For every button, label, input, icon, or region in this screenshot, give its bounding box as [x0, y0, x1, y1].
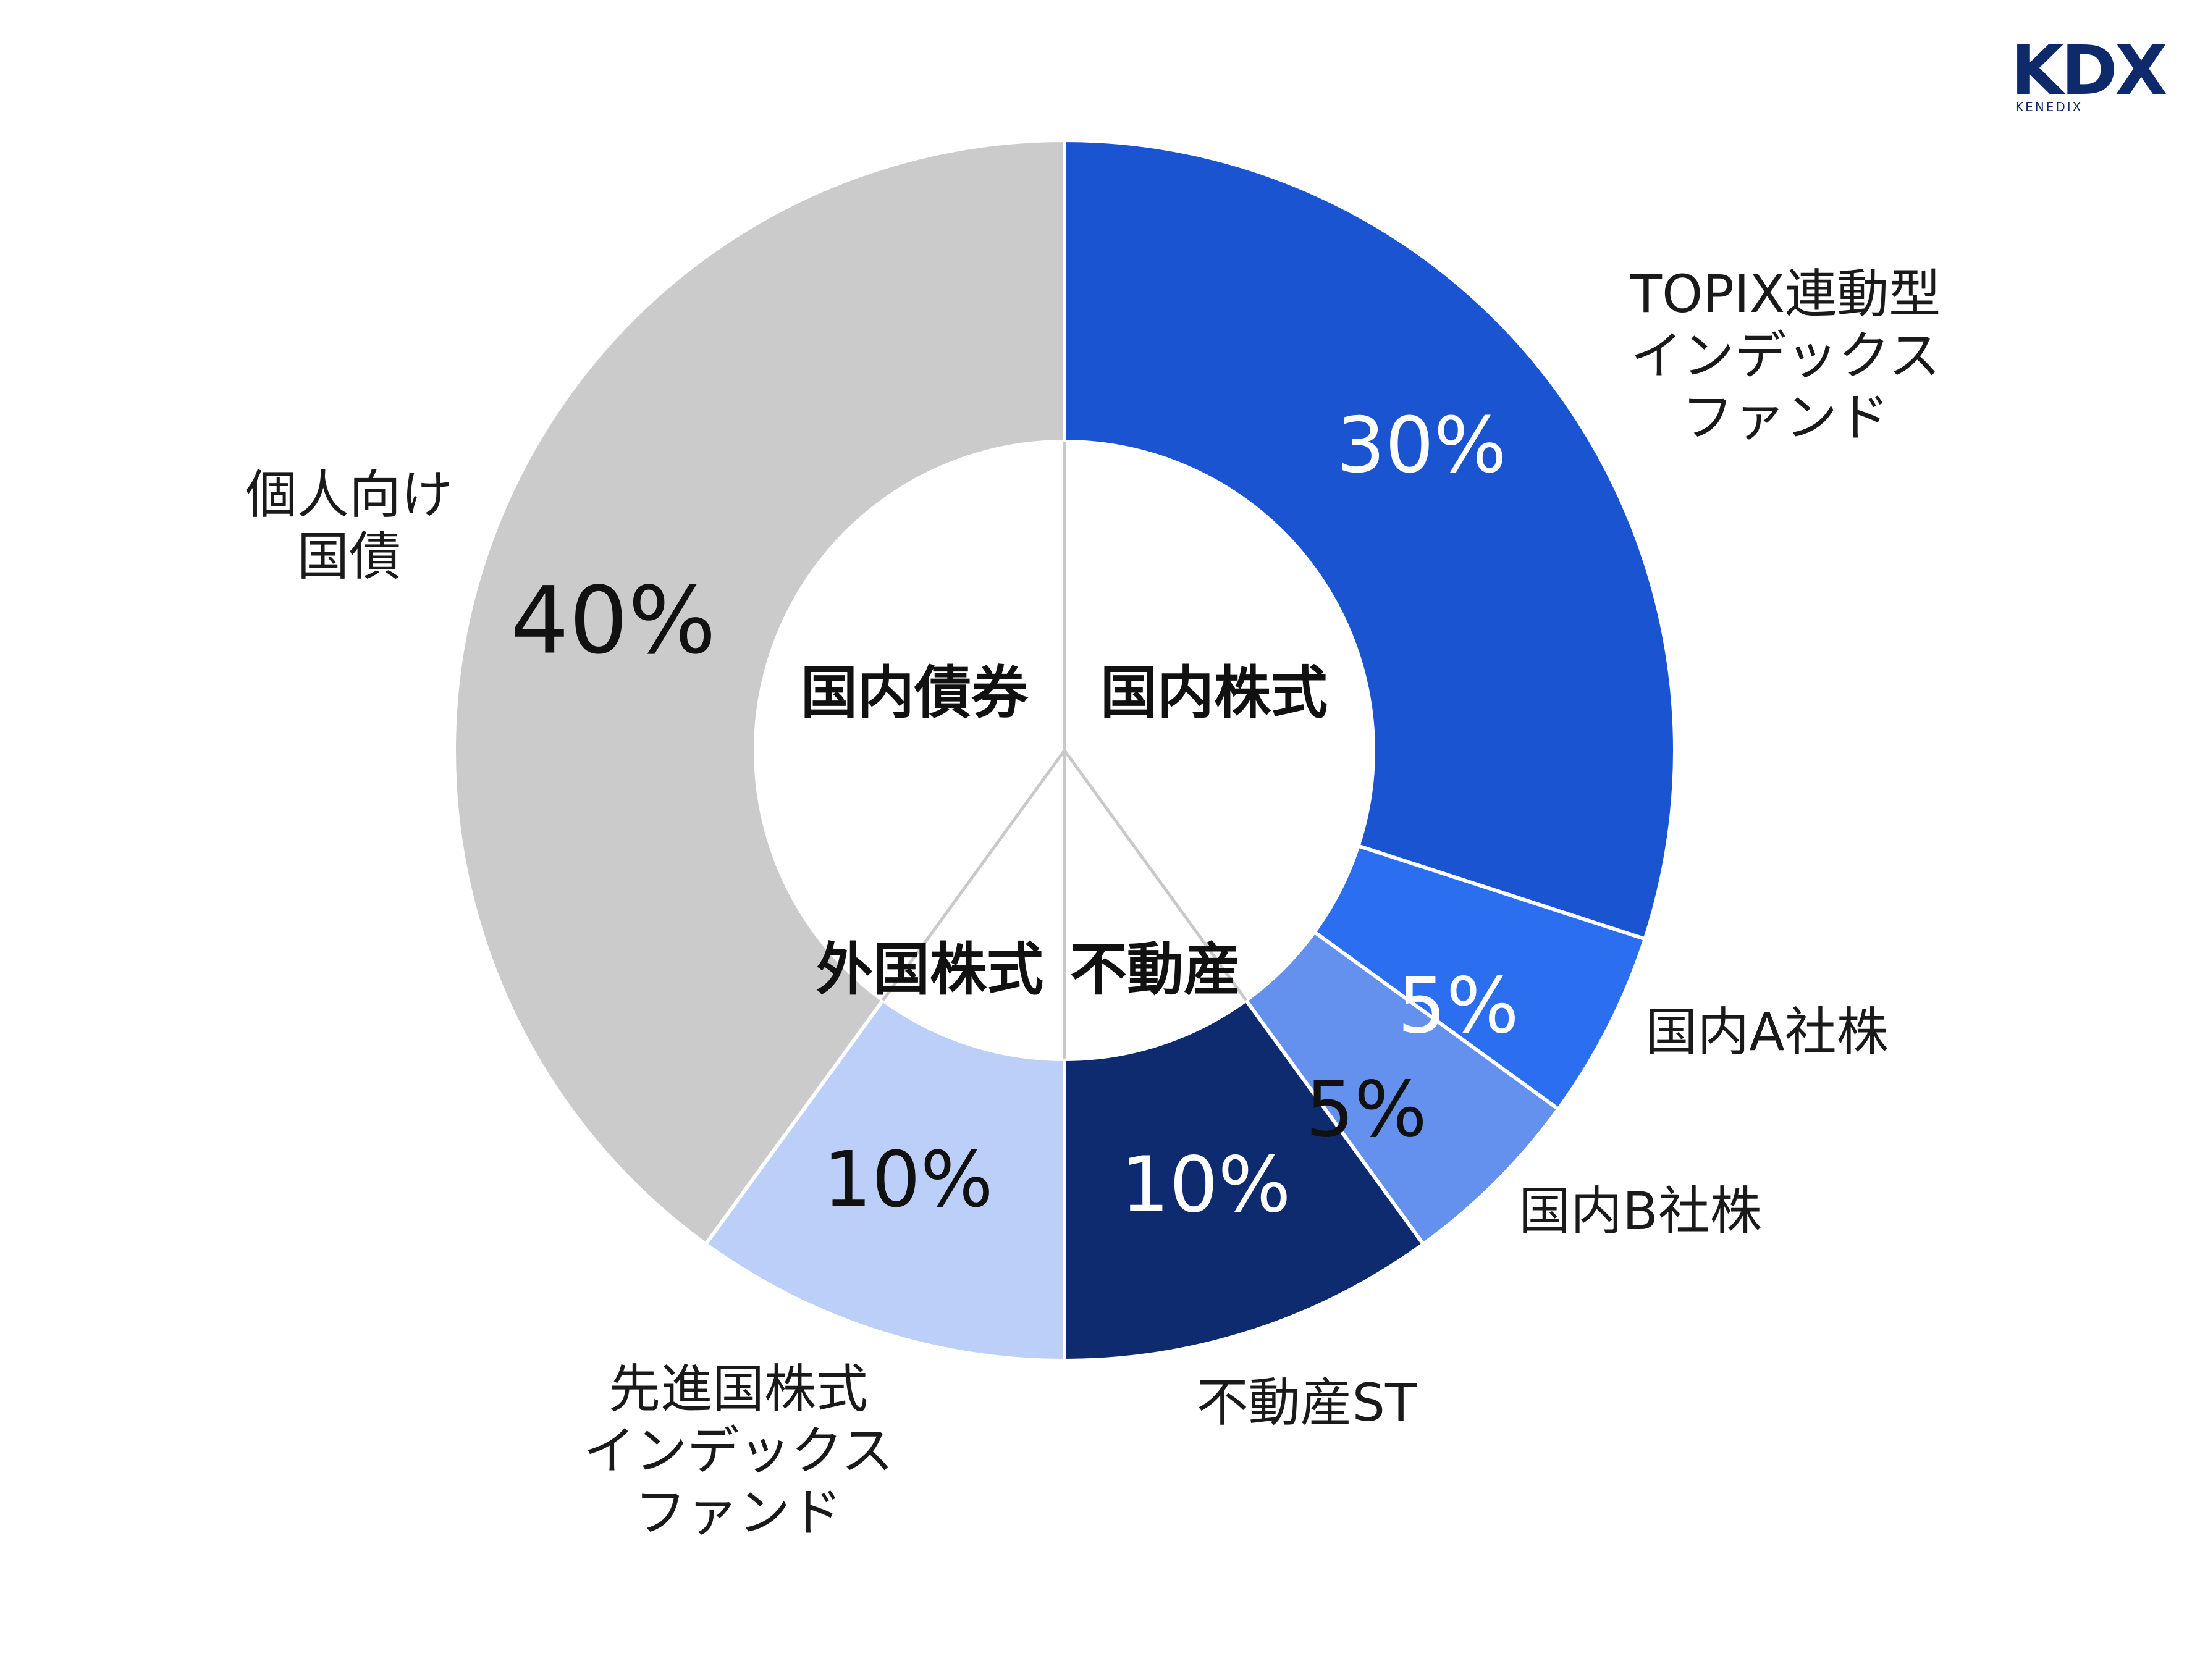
slice-value-label-3: 10% [1121, 1141, 1291, 1230]
slice-value-label-1: 5% [1397, 962, 1519, 1051]
slice-name-label-2: 国内B社株 [1519, 1181, 1762, 1241]
logo-sub-text: KENEDIX [2015, 99, 2083, 114]
kdx-logo: KDX KENEDIX [2011, 31, 2169, 114]
slice-3 [1063, 998, 1426, 1363]
slice-0 [1063, 138, 1677, 942]
category-label-2: 外国株式 [816, 937, 1043, 1003]
slice-name-label-5: 個人向け国債 [245, 464, 453, 587]
category-label-3: 国内債券 [801, 660, 1029, 726]
slice-4 [703, 998, 1066, 1363]
slice-value-label-2: 5% [1305, 1065, 1427, 1154]
category-divider-3 [882, 749, 1066, 1001]
slice-value-label-5: 40% [510, 568, 716, 675]
category-label-1: 不動産 [1070, 937, 1241, 1003]
slice-name-label-0: TOPIX連動型インデックスファンド [1630, 264, 1941, 448]
slice-5 [452, 138, 1066, 1247]
slice-name-label-3: 不動産ST [1197, 1372, 1417, 1433]
logo-main-text: KDX [2011, 31, 2167, 110]
category-label-0: 国内株式 [1100, 660, 1328, 726]
slice-name-label-4: 先進国株式インデックスファンド [583, 1359, 893, 1543]
slice-name-label-1: 国内A社株 [1645, 1002, 1888, 1062]
donut-slices [452, 138, 1677, 1363]
slice-value-label-0: 30% [1336, 401, 1507, 490]
percentage-labels: 30%5%5%10%10%40% [510, 401, 1519, 1229]
category-divider-lines [882, 442, 1247, 1059]
slice-value-label-4: 10% [823, 1135, 993, 1224]
category-divider-1 [1063, 749, 1247, 1001]
